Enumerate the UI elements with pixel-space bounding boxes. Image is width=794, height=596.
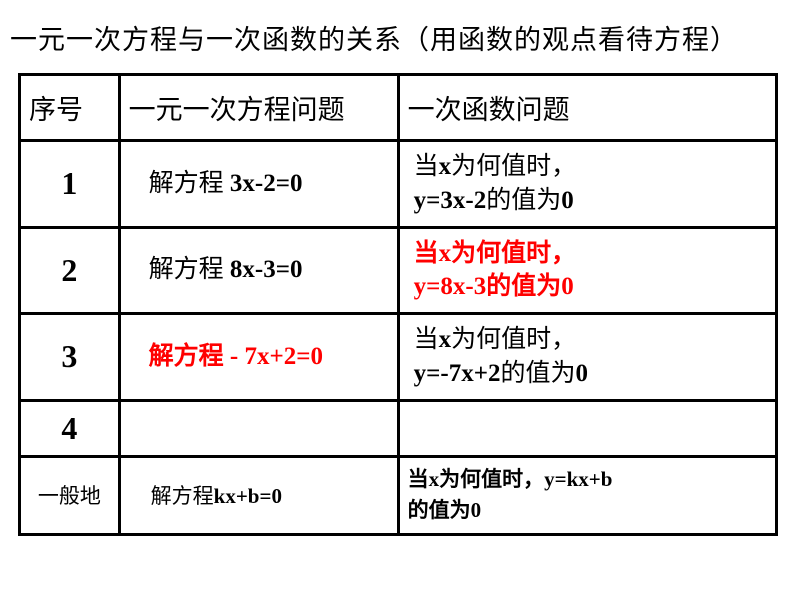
eq-prefix: 解方程: [149, 170, 230, 197]
function-cell: [398, 400, 776, 456]
eq-math: - 7x+2=0: [230, 343, 323, 370]
general-row: 一般地 解方程kx+b=0 当x为何值时，y=kx+b 的值为0: [20, 456, 777, 534]
func-text: 为何值时，: [451, 240, 576, 267]
func-text: 当: [414, 153, 439, 180]
header-seq: 序号: [20, 75, 120, 141]
func-text: 当: [414, 326, 439, 353]
equation-cell: [119, 400, 398, 456]
seq-number: 4: [61, 410, 77, 446]
func-var: x: [439, 153, 452, 180]
gen-eq-math: kx+b=0: [214, 484, 282, 508]
gen-func-text: 当: [408, 467, 429, 491]
func-text: 为何值时，: [451, 153, 576, 180]
gen-func-zero: 0: [471, 498, 482, 522]
seq-number: 2: [61, 252, 77, 288]
func-text: 的值为: [486, 273, 561, 300]
header-function: 一次函数问题: [398, 75, 776, 141]
table-row: 4: [20, 400, 777, 456]
general-function-cell: 当x为何值时，y=kx+b 的值为0: [398, 456, 776, 534]
function-cell: 当x为何值时， y=8x-3的值为0: [398, 227, 776, 314]
eq-prefix: 解方程: [149, 256, 230, 283]
function-cell: 当x为何值时， y=-7x+2的值为0: [398, 314, 776, 401]
gen-eq-prefix: 解方程: [151, 484, 214, 508]
table-row: 3 解方程 - 7x+2=0 当x为何值时， y=-7x+2的值为0: [20, 314, 777, 401]
gen-func-text: 的值为: [408, 498, 471, 522]
func-var: x: [439, 326, 452, 353]
seq-cell: 1: [20, 141, 120, 228]
eq-math: 3x-2=0: [230, 170, 303, 197]
gen-func-text: 为何值时，: [439, 467, 544, 491]
func-zero: 0: [561, 187, 574, 214]
func-text: 的值为: [500, 360, 575, 387]
table-row: 2 解方程 8x-3=0 当x为何值时， y=8x-3的值为0: [20, 227, 777, 314]
seq-number: 1: [61, 165, 77, 201]
func-zero: 0: [575, 360, 588, 387]
function-cell: 当x为何值时， y=3x-2的值为0: [398, 141, 776, 228]
func-text: 为何值时，: [451, 326, 576, 353]
eq-math: 8x-3=0: [230, 256, 303, 283]
general-equation-cell: 解方程kx+b=0: [119, 456, 398, 534]
equation-cell: 解方程 3x-2=0: [119, 141, 398, 228]
table-row: 1 解方程 3x-2=0 当x为何值时， y=3x-2的值为0: [20, 141, 777, 228]
gen-func-eq: y=kx+b: [544, 467, 612, 491]
seq-cell: 3: [20, 314, 120, 401]
func-zero: 0: [561, 273, 574, 300]
equation-cell: 解方程 - 7x+2=0: [119, 314, 398, 401]
eq-prefix: 解方程: [149, 343, 230, 370]
seq-number: 3: [61, 338, 77, 374]
page-title: 一元一次方程与一次函数的关系（用函数的观点看待方程）: [8, 18, 786, 57]
func-eq: y=8x-3: [414, 273, 487, 300]
func-text: 当: [414, 240, 439, 267]
header-equation: 一元一次方程问题: [119, 75, 398, 141]
func-eq: y=-7x+2: [414, 360, 501, 387]
header-row: 序号 一元一次方程问题 一次函数问题: [20, 75, 777, 141]
general-label-cell: 一般地: [20, 456, 120, 534]
equation-cell: 解方程 8x-3=0: [119, 227, 398, 314]
seq-cell: 4: [20, 400, 120, 456]
func-eq: y=3x-2: [414, 187, 487, 214]
comparison-table: 序号 一元一次方程问题 一次函数问题 1 解方程 3x-2=0 当x为何值时， …: [18, 73, 778, 536]
seq-cell: 2: [20, 227, 120, 314]
gen-func-var: x: [429, 467, 440, 491]
func-var: x: [439, 240, 452, 267]
func-text: 的值为: [486, 187, 561, 214]
